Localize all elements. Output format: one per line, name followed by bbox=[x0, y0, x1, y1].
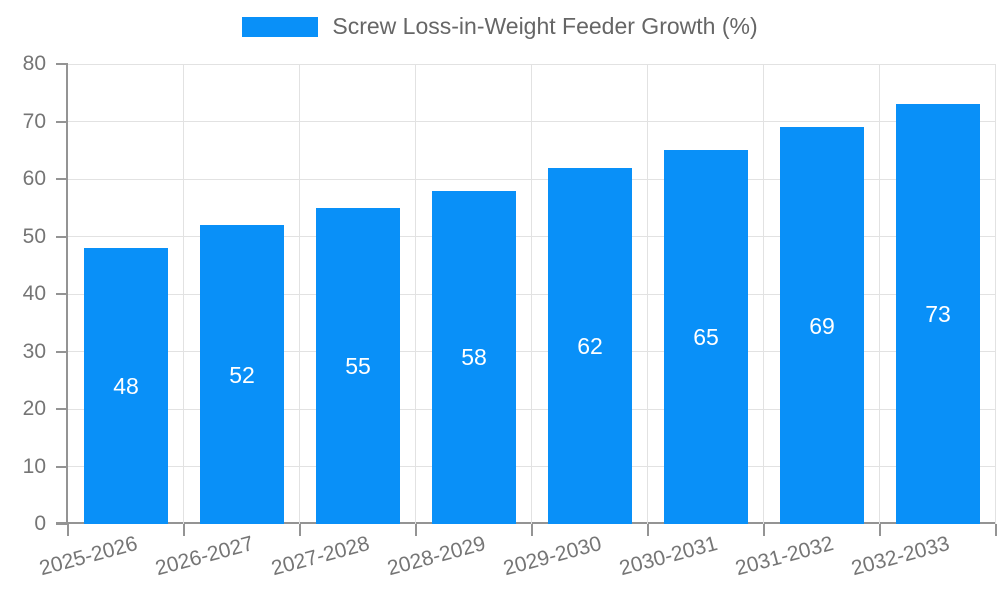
bar-value-label: 73 bbox=[925, 301, 951, 328]
chart-title: Screw Loss-in-Weight Feeder Growth (%) bbox=[332, 13, 758, 39]
y-axis-tick bbox=[56, 523, 68, 525]
bar-value-label: 62 bbox=[577, 332, 603, 359]
x-axis-tick bbox=[531, 524, 533, 536]
y-axis-tick bbox=[56, 350, 68, 353]
x-axis-tick bbox=[995, 524, 997, 536]
gridline-vertical bbox=[763, 64, 764, 524]
bar[interactable] bbox=[432, 190, 516, 524]
y-axis-label: 50 bbox=[22, 224, 46, 248]
y-axis-label: 70 bbox=[22, 109, 46, 133]
x-axis-tick bbox=[647, 524, 649, 536]
bar-value-label: 48 bbox=[113, 373, 139, 399]
y-axis-label: 40 bbox=[22, 282, 46, 305]
x-axis-tick bbox=[299, 524, 301, 536]
gridline-horizontal bbox=[68, 293, 996, 295]
gridline-vertical bbox=[531, 64, 532, 524]
gridline-vertical bbox=[879, 64, 880, 524]
y-axis-tick bbox=[56, 465, 68, 468]
bar[interactable] bbox=[316, 207, 400, 524]
y-axis-label: 80 bbox=[22, 52, 46, 75]
y-axis-tick bbox=[56, 235, 68, 238]
gridline-horizontal bbox=[68, 121, 996, 122]
gridline-horizontal bbox=[68, 351, 996, 352]
bar-value-label: 65 bbox=[693, 324, 719, 351]
gridline-horizontal bbox=[68, 408, 996, 410]
bar[interactable] bbox=[664, 150, 748, 524]
y-axis-tick bbox=[56, 408, 68, 410]
x-axis-line bbox=[56, 522, 996, 524]
plot-area: 48 52 55 58 62 65 69 73 bbox=[68, 63, 996, 524]
bar[interactable] bbox=[84, 248, 168, 524]
x-axis-tick bbox=[763, 524, 765, 536]
y-axis-label: 30 bbox=[22, 339, 46, 363]
gridline-vertical bbox=[647, 64, 648, 524]
bar[interactable] bbox=[548, 167, 632, 524]
gridline-vertical bbox=[183, 64, 184, 524]
bar[interactable] bbox=[200, 225, 284, 524]
gridline-horizontal bbox=[68, 466, 996, 467]
legend-swatch bbox=[242, 16, 319, 37]
gridline-vertical bbox=[415, 64, 416, 524]
bar-value-label: 58 bbox=[461, 344, 487, 371]
bar[interactable] bbox=[780, 127, 864, 524]
y-axis-label: 10 bbox=[22, 454, 46, 478]
gridline-horizontal bbox=[68, 178, 996, 180]
x-axis-tick bbox=[879, 524, 881, 536]
bar-value-label: 69 bbox=[809, 312, 835, 339]
y-axis-tick bbox=[56, 293, 68, 295]
gridline-vertical bbox=[299, 64, 300, 524]
legend[interactable]: Screw Loss-in-Weight Feeder Growth (%) bbox=[0, 13, 1000, 40]
bar[interactable] bbox=[896, 104, 980, 524]
gridline-vertical bbox=[995, 64, 996, 524]
y-axis-label: 20 bbox=[22, 397, 46, 420]
y-axis-tick bbox=[56, 63, 68, 65]
y-axis-label: 0 bbox=[34, 512, 46, 535]
y-axis-tick bbox=[56, 120, 68, 123]
x-axis-tick bbox=[415, 524, 417, 536]
x-axis-tick bbox=[183, 524, 185, 536]
y-axis-tick bbox=[56, 178, 68, 180]
bar-value-label: 55 bbox=[345, 352, 371, 379]
y-axis-label: 60 bbox=[22, 167, 46, 190]
x-axis-tick bbox=[67, 524, 69, 536]
gridline-horizontal bbox=[68, 63, 996, 65]
bar-value-label: 52 bbox=[229, 361, 255, 388]
gridline-horizontal bbox=[68, 236, 996, 237]
